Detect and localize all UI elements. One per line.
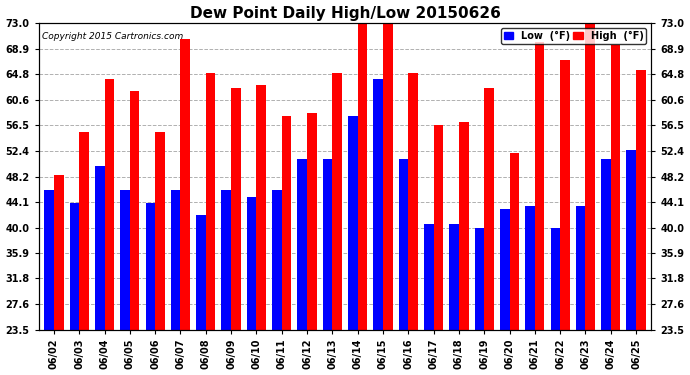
Bar (231, 88, 241, 330)
Bar (627, 150, 636, 330)
Bar (636, 70, 646, 330)
Bar (551, 228, 560, 330)
Bar (181, 39, 190, 330)
Bar (307, 113, 317, 330)
Bar (282, 116, 291, 330)
Bar (272, 190, 282, 330)
Bar (155, 132, 165, 330)
Bar (146, 203, 155, 330)
Bar (257, 85, 266, 330)
Bar (373, 79, 383, 330)
Bar (70, 203, 79, 330)
Bar (449, 225, 459, 330)
Bar (120, 190, 130, 330)
Bar (475, 228, 484, 330)
Bar (611, 45, 620, 330)
Bar (357, 23, 367, 330)
Bar (247, 196, 257, 330)
Bar (221, 190, 231, 330)
Bar (104, 79, 114, 330)
Bar (535, 42, 544, 330)
Bar (348, 116, 357, 330)
Bar (576, 206, 586, 330)
Bar (95, 166, 104, 330)
Bar (196, 215, 206, 330)
Bar (297, 159, 307, 330)
Bar (130, 91, 139, 330)
Bar (509, 153, 519, 330)
Bar (500, 209, 509, 330)
Bar (54, 175, 63, 330)
Bar (323, 159, 333, 330)
Bar (333, 73, 342, 330)
Bar (586, 23, 595, 330)
Bar (433, 125, 443, 330)
Text: Copyright 2015 Cartronics.com: Copyright 2015 Cartronics.com (42, 32, 183, 41)
Bar (408, 73, 418, 330)
Bar (171, 190, 181, 330)
Bar (601, 159, 611, 330)
Title: Dew Point Daily High/Low 20150626: Dew Point Daily High/Low 20150626 (190, 6, 500, 21)
Bar (459, 122, 469, 330)
Bar (44, 190, 54, 330)
Bar (484, 88, 494, 330)
Bar (79, 132, 89, 330)
Bar (206, 73, 215, 330)
Bar (525, 206, 535, 330)
Bar (399, 159, 408, 330)
Bar (383, 23, 393, 330)
Bar (560, 60, 570, 330)
Bar (424, 225, 433, 330)
Legend: Low  (°F), High  (°F): Low (°F), High (°F) (501, 28, 647, 44)
